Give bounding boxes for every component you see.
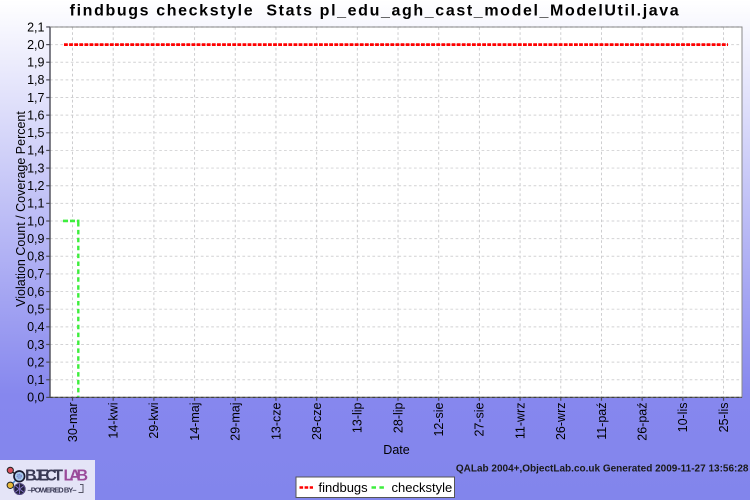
svg-text:Date: Date — [383, 443, 409, 457]
svg-text:1,7: 1,7 — [27, 91, 44, 105]
svg-text:0,5: 0,5 — [27, 303, 44, 317]
svg-text:0,6: 0,6 — [27, 285, 44, 299]
svg-text:QALab 2004+,ObjectLab.co.uk Ge: QALab 2004+,ObjectLab.co.uk Generated 20… — [456, 464, 749, 475]
svg-text:2,0: 2,0 — [27, 38, 44, 52]
svg-text:11-paź: 11-paź — [595, 403, 609, 440]
svg-text:1,5: 1,5 — [27, 126, 44, 140]
svg-text:0,7: 0,7 — [27, 267, 44, 281]
svg-text:0,3: 0,3 — [27, 338, 44, 352]
svg-text:11-wrz: 11-wrz — [513, 403, 527, 440]
svg-text:14-maj: 14-maj — [188, 403, 202, 441]
svg-text:2,1: 2,1 — [27, 20, 44, 34]
svg-text:0,4: 0,4 — [27, 320, 44, 334]
svg-text:29-maj: 29-maj — [229, 403, 243, 441]
svg-text:1,0: 1,0 — [27, 214, 44, 228]
svg-text:13-cze: 13-cze — [269, 402, 283, 440]
svg-text:1,3: 1,3 — [27, 161, 44, 175]
svg-text:findbugs checkstyle Stats pl_: findbugs checkstyle Stats pl_edu_agh_cas… — [70, 3, 681, 20]
svg-text:1,8: 1,8 — [27, 73, 44, 87]
svg-text:1,1: 1,1 — [27, 197, 44, 211]
svg-text:25-lis: 25-lis — [717, 403, 731, 433]
svg-text:30-mar: 30-mar — [66, 403, 80, 443]
svg-text:0,9: 0,9 — [27, 232, 44, 246]
svg-text:12-sie: 12-sie — [432, 402, 446, 436]
svg-text:LAB: LAB — [64, 468, 89, 485]
svg-text:0,1: 0,1 — [27, 373, 44, 387]
svg-text:findbugs: findbugs — [319, 480, 369, 495]
svg-text:14-kwi: 14-kwi — [106, 403, 120, 439]
svg-text:0,8: 0,8 — [27, 250, 44, 264]
svg-text:1,4: 1,4 — [27, 144, 44, 158]
svg-text:13-lip: 13-lip — [351, 402, 365, 433]
svg-text:–POWERED BY–: –POWERED BY– — [28, 486, 77, 495]
svg-text:checkstyle: checkstyle — [392, 480, 453, 495]
svg-text:1,9: 1,9 — [27, 56, 44, 70]
svg-text:10-lis: 10-lis — [676, 403, 690, 433]
svg-text:1,2: 1,2 — [27, 179, 44, 193]
svg-text:27-sie: 27-sie — [473, 402, 487, 436]
svg-text:0,0: 0,0 — [27, 391, 44, 405]
svg-text:28-cze: 28-cze — [310, 402, 324, 440]
svg-text:1,6: 1,6 — [27, 108, 44, 122]
svg-text:26-paź: 26-paź — [635, 403, 649, 441]
svg-text:28-lip: 28-lip — [391, 402, 405, 433]
svg-text:Violation Count / Coverage Per: Violation Count / Coverage Percent — [14, 111, 28, 307]
svg-text:BJECT: BJECT — [25, 468, 63, 485]
svg-text:0,2: 0,2 — [27, 355, 44, 369]
svg-text:26-wrz: 26-wrz — [554, 403, 568, 441]
svg-text:29-kwi: 29-kwi — [147, 403, 161, 439]
